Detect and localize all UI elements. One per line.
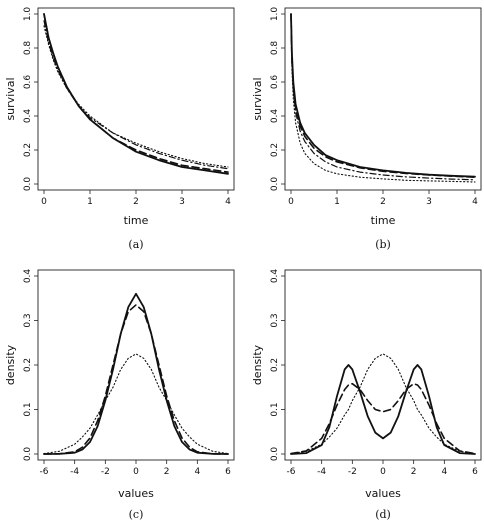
panel-a-caption: (a) — [128, 238, 143, 251]
panel-c-y-tick-label: 0.2 — [23, 358, 33, 372]
panel-b-x-tick-label: 1 — [334, 197, 340, 207]
panel-a-x-tick-label: 3 — [179, 197, 185, 207]
panel-d-x-tick-label: 0 — [380, 467, 386, 477]
panel-c-series-solid-line — [43, 292, 229, 455]
panel-c-x-tick-label: -2 — [101, 467, 110, 477]
panel-d-x-tick-label: -6 — [287, 467, 296, 477]
panel-b-frame — [284, 7, 482, 191]
panel-d-series-dashed-line — [290, 382, 476, 455]
panel-a-series-dotdash-line — [43, 20, 229, 170]
panel-d-x-tick-label: -4 — [317, 467, 326, 477]
panel-d-frame — [284, 269, 482, 461]
panel-b-series-dotted-line — [290, 25, 476, 183]
panel-a-y-tick-label: 0.4 — [23, 109, 33, 124]
panel-b-x-tick-label: 3 — [426, 197, 432, 207]
panel-a-x-tick-label: 1 — [87, 197, 93, 207]
panel-a-x-axis-label: time — [124, 214, 149, 227]
panel-c-series-dashed-line — [43, 304, 229, 455]
panel-a-x-tick-label: 2 — [133, 197, 139, 207]
panel-c-x-tick-label: 2 — [164, 467, 170, 477]
panel-c-x-tick-label: 4 — [194, 467, 200, 477]
panel-b-y-tick-label: 1.0 — [270, 7, 280, 22]
panel-d-y-tick-label: 0.2 — [270, 358, 280, 372]
panel-d-x-tick-label: -2 — [348, 467, 357, 477]
panel-b-y-tick-label: 0.0 — [270, 177, 280, 192]
panel-a-series-dashed-line — [43, 13, 229, 173]
panel-d-y-tick-label: 0.1 — [270, 402, 280, 416]
panel-d-y-tick-label: 0.3 — [270, 313, 280, 327]
panel-a-y-tick-label: 0.8 — [23, 41, 33, 56]
panel-c-x-tick-label: 0 — [133, 467, 139, 477]
panel-a-x-tick-label: 0 — [41, 197, 47, 207]
panel-d-y-tick-label: 0.0 — [270, 447, 280, 462]
panel-a-y-tick-label: 0.0 — [23, 177, 33, 192]
panel-c-x-axis-label: values — [118, 487, 154, 500]
panel-a-y-tick-label: 0.2 — [23, 143, 33, 157]
panel-d-x-axis-label: values — [365, 487, 401, 500]
panel-b-x-axis-label: time — [371, 214, 396, 227]
panel-b-series-dashed-line — [290, 13, 476, 178]
panel-b-y-tick-label: 0.8 — [270, 41, 280, 56]
panel-d-series-dotted-line — [290, 353, 476, 455]
panel-d-x-tick-label: 6 — [472, 467, 478, 477]
panel-c-y-tick-label: 0.3 — [23, 313, 33, 327]
panel-b-y-tick-label: 0.6 — [270, 75, 280, 90]
panel-c-y-axis-label: density — [4, 344, 17, 385]
panel-c-caption: (c) — [129, 508, 144, 521]
panel-a-series-dotted-line — [43, 25, 229, 168]
panel-a-y-tick-label: 1.0 — [23, 7, 33, 22]
panel-b-y-tick-label: 0.4 — [270, 109, 280, 124]
panel-c-x-tick-label: -4 — [70, 467, 79, 477]
panel-b-x-tick-label: 0 — [288, 197, 294, 207]
panel-c-series-dotted-line — [43, 353, 229, 455]
panel-d-series-solid-line — [290, 364, 476, 455]
panel-a-x-tick-label: 4 — [225, 197, 231, 207]
panel-b-series-solid-line — [290, 13, 476, 178]
panel-b-x-tick-label: 2 — [380, 197, 386, 207]
panel-b-y-axis-label: survival — [251, 77, 264, 120]
panel-d-caption: (d) — [375, 508, 391, 521]
panel-a-y-tick-label: 0.6 — [23, 75, 33, 90]
panel-c-frame — [37, 269, 235, 461]
panel-b-caption: (b) — [375, 238, 391, 251]
panel-c-y-tick-label: 0.4 — [23, 269, 33, 284]
panel-b-series-dotdash-line — [290, 20, 476, 181]
panel-d-y-axis-label: density — [251, 344, 264, 385]
panel-c-x-tick-label: 6 — [225, 467, 231, 477]
panel-b-x-tick-label: 4 — [472, 197, 478, 207]
panel-a-y-axis-label: survival — [4, 77, 17, 120]
panel-a-frame — [37, 7, 235, 191]
panel-b-y-tick-label: 0.2 — [270, 143, 280, 157]
panel-c-y-tick-label: 0.1 — [23, 402, 33, 416]
panel-c-y-tick-label: 0.0 — [23, 447, 33, 462]
panel-c-x-tick-label: -6 — [40, 467, 49, 477]
panel-d-y-tick-label: 0.4 — [270, 269, 280, 284]
panel-d-x-tick-label: 4 — [441, 467, 447, 477]
panel-d-x-tick-label: 2 — [411, 467, 417, 477]
